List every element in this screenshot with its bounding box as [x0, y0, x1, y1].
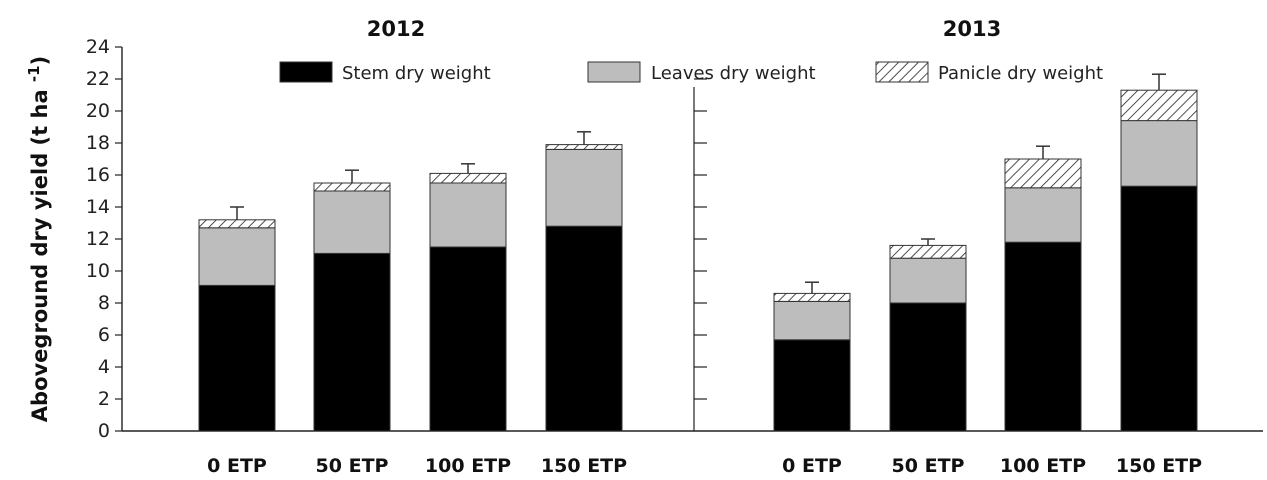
legend-label: Leaves dry weight [651, 63, 816, 84]
panicle-segment [429, 172, 507, 184]
leaves-segment [1120, 120, 1198, 187]
panel-title: 2013 [943, 17, 1001, 41]
x-category-label: 50 ETP [316, 455, 389, 477]
y-tick-label: 18 [86, 132, 110, 154]
y-tick-label: 0 [98, 420, 110, 442]
y-tick-label: 8 [98, 292, 110, 314]
x-category-label: 0 ETP [207, 455, 267, 477]
panicle-segment [1004, 158, 1082, 189]
x-category-label: 0 ETP [782, 455, 842, 477]
stem-segment [773, 339, 851, 432]
y-tick-label: 22 [86, 68, 110, 90]
legend-swatch-stem [279, 61, 333, 83]
panicle-segment [313, 182, 391, 192]
panicle-segment [889, 244, 967, 259]
legend-swatch-panicle [875, 61, 929, 83]
leaves-segment [889, 257, 967, 304]
stem-segment [889, 302, 967, 432]
y-tick-label: 20 [86, 100, 110, 122]
leaves-segment [429, 182, 507, 248]
leaves-segment [545, 148, 623, 227]
legend-label: Stem dry weight [342, 63, 491, 84]
y-tick-label: 10 [86, 260, 110, 282]
stem-segment [313, 252, 391, 432]
legend-swatch-leaves [587, 61, 641, 83]
leaves-segment [198, 227, 276, 286]
stem-segment [429, 246, 507, 432]
panicle-segment [1120, 89, 1198, 122]
panel-title: 2012 [367, 17, 425, 41]
stem-segment [545, 225, 623, 432]
x-category-label: 150 ETP [541, 455, 627, 477]
y-tick-label: 12 [86, 228, 110, 250]
x-category-label: 150 ETP [1116, 455, 1202, 477]
y-tick-label: 6 [98, 324, 110, 346]
panicle-segment [198, 219, 276, 229]
stem-segment [198, 284, 276, 432]
y-tick-label: 4 [98, 356, 110, 378]
stem-segment [1120, 185, 1198, 432]
y-tick-label: 14 [86, 196, 110, 218]
x-category-label: 50 ETP [892, 455, 965, 477]
y-tick-label: 16 [86, 164, 110, 186]
y-tick-label: 2 [98, 388, 110, 410]
leaves-segment [313, 190, 391, 254]
x-category-label: 100 ETP [425, 455, 511, 477]
x-category-label: 100 ETP [1000, 455, 1086, 477]
stem-segment [1004, 241, 1082, 432]
y-tick-label: 24 [86, 36, 110, 58]
y-axis-title: Aboveground dry yield (t ha -1) [25, 56, 52, 422]
leaves-segment [773, 300, 851, 341]
panicle-segment [545, 144, 623, 150]
panicle-segment [773, 292, 851, 302]
legend-label: Panicle dry weight [938, 63, 1103, 84]
leaves-segment [1004, 187, 1082, 243]
